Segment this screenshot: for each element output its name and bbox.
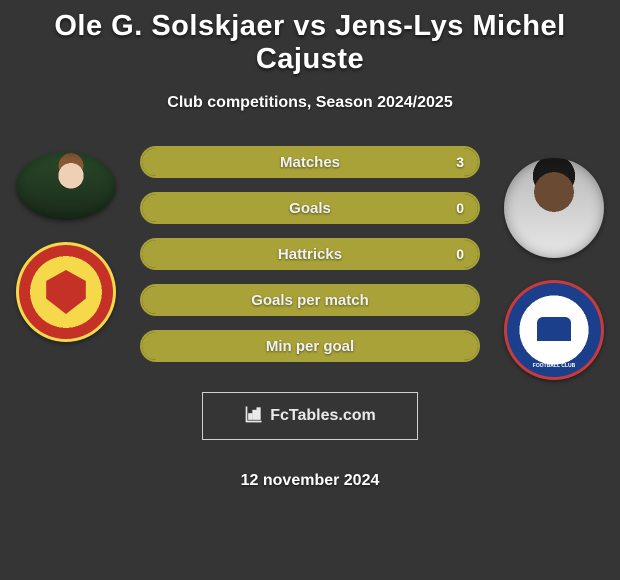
stat-right-value: 0 [456,200,464,216]
date-label: 12 november 2024 [140,472,480,490]
player-left-column [8,152,124,342]
stat-row: Matches 3 [140,146,480,178]
player-right-portrait [504,158,604,258]
stat-label: Matches [142,154,478,171]
player-right-column [496,158,612,380]
stats-column: Matches 3 Goals 0 Hattricks 0 Goals per … [140,140,480,490]
subtitle: Club competitions, Season 2024/2025 [8,94,612,112]
branding-text: FcTables.com [270,407,376,425]
stat-row: Goals 0 [140,192,480,224]
stat-right-value: 0 [456,246,464,262]
club-right-crest [504,280,604,380]
stat-label: Goals [142,200,478,217]
player-left-portrait [16,152,116,220]
stat-row: Goals per match [140,284,480,316]
branding-box: FcTables.com [202,392,418,440]
stat-row: Hattricks 0 [140,238,480,270]
stat-label: Hattricks [142,246,478,263]
club-left-crest [16,242,116,342]
chart-icon [244,404,264,429]
comparison-card: Ole G. Solskjaer vs Jens-Lys Michel Caju… [0,0,620,490]
stat-label: Min per goal [142,338,478,355]
page-title: Ole G. Solskjaer vs Jens-Lys Michel Caju… [8,10,612,76]
stat-row: Min per goal [140,330,480,362]
stat-label: Goals per match [142,292,478,309]
stat-right-value: 3 [456,154,464,170]
main-row: Matches 3 Goals 0 Hattricks 0 Goals per … [8,140,612,490]
